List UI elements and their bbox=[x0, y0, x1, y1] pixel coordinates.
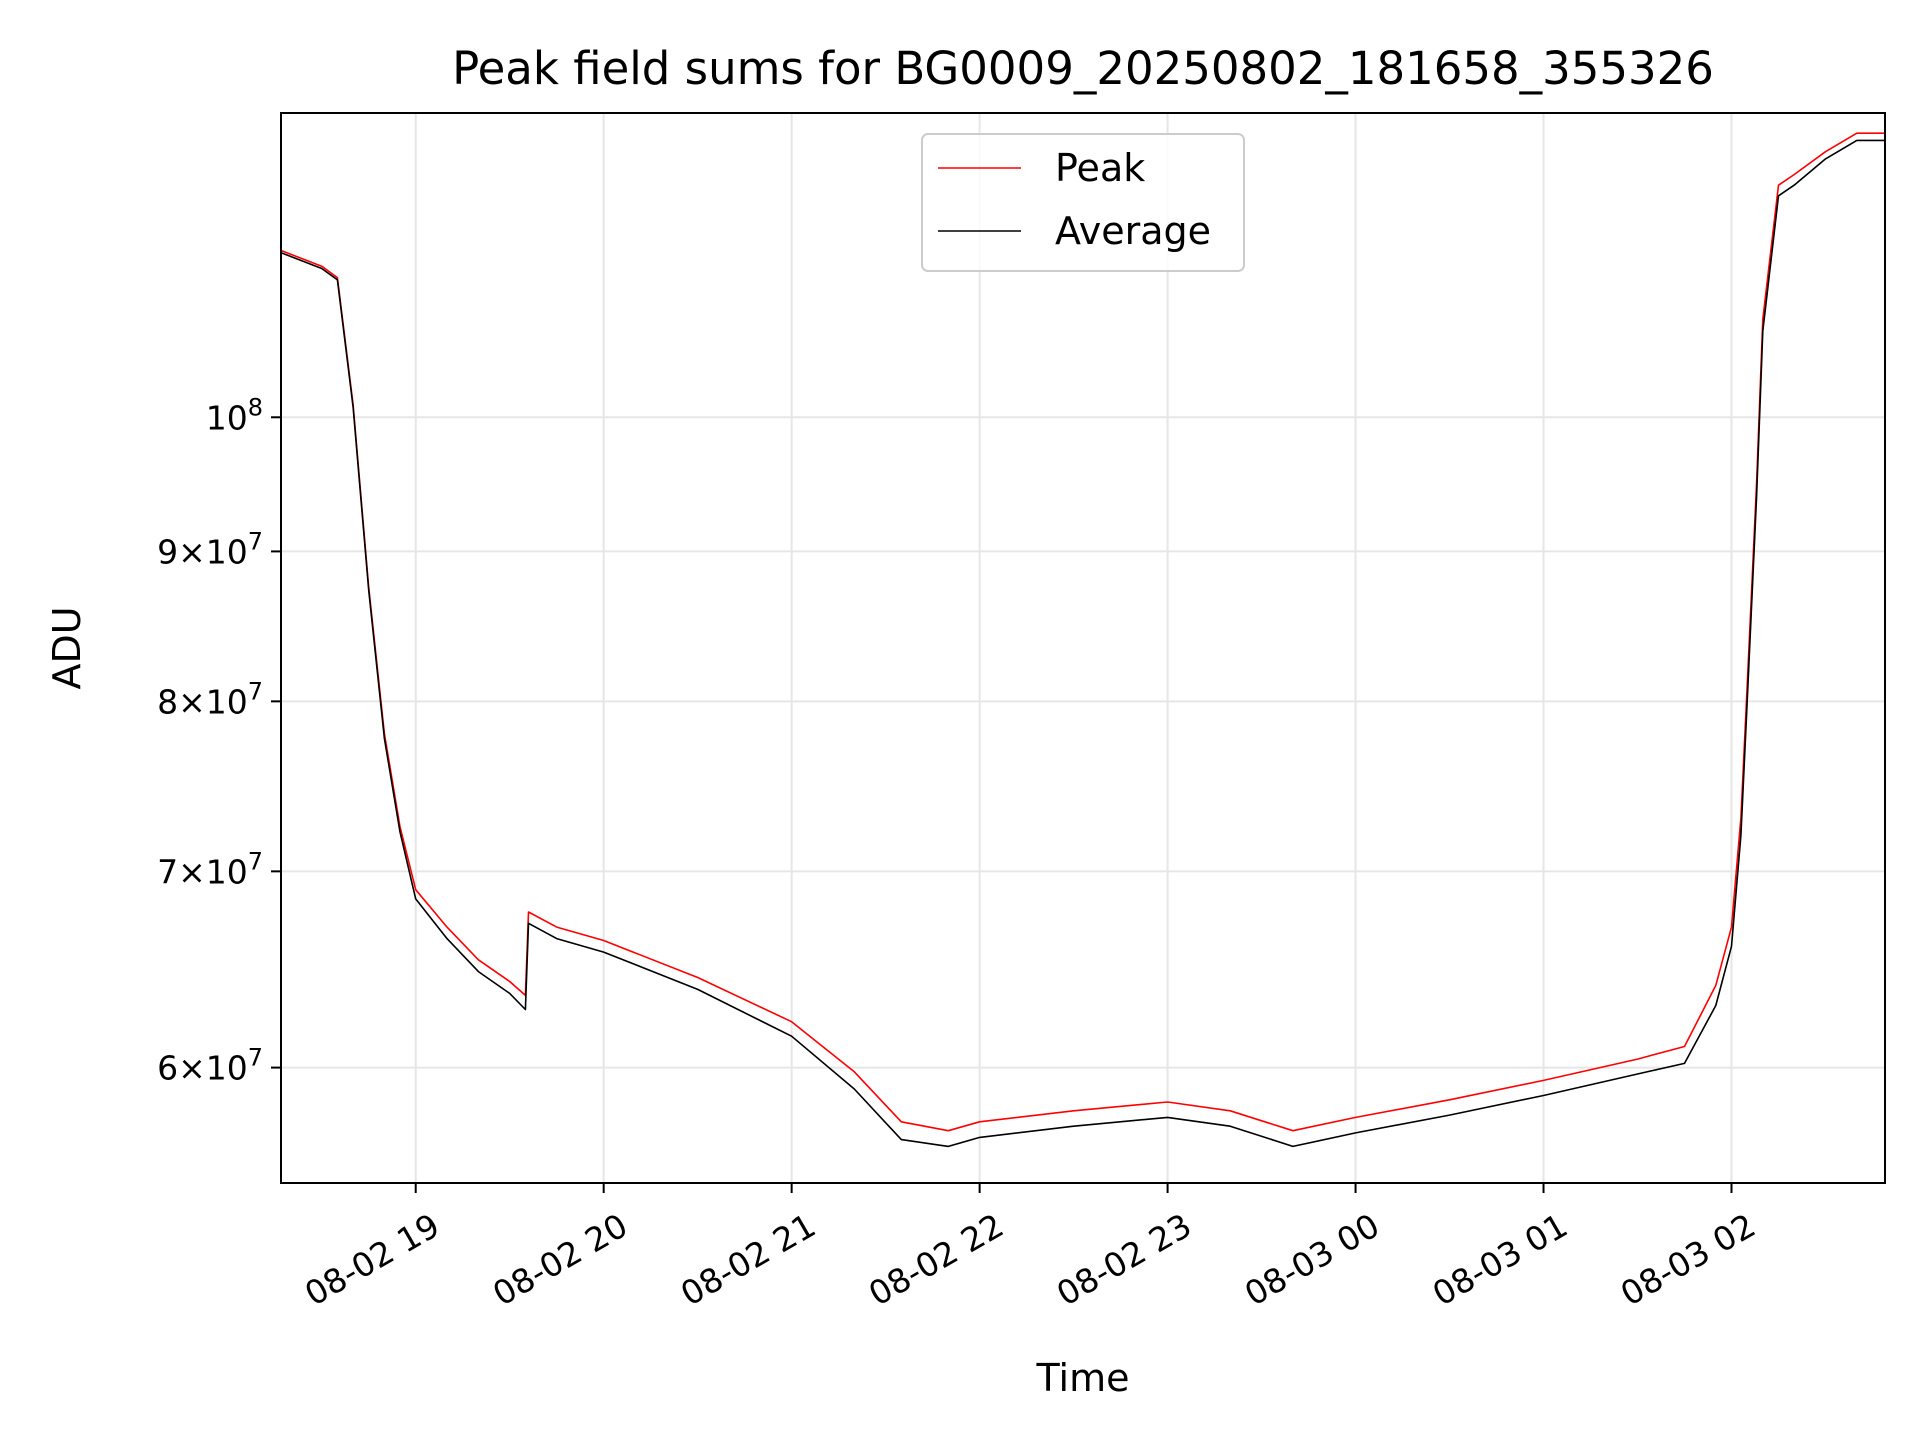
chart-title: Peak field sums for BG0009_20250802_1816… bbox=[452, 42, 1714, 95]
y-tick-base: 6×10 bbox=[157, 1049, 248, 1088]
y-tick-exponent: 8 bbox=[248, 393, 263, 421]
y-tick-base: 8×10 bbox=[157, 682, 248, 721]
y-tick-label: 9×107 bbox=[157, 527, 263, 571]
y-tick-exponent: 7 bbox=[248, 677, 263, 705]
y-tick-label: 108 bbox=[206, 393, 263, 437]
y-tick-label: 6×107 bbox=[157, 1044, 263, 1088]
x-axis-label: Time bbox=[1036, 1356, 1130, 1400]
y-tick-label: 8×107 bbox=[157, 677, 263, 721]
grid-lines bbox=[281, 113, 1885, 1183]
legend-label-average: Average bbox=[1055, 209, 1211, 253]
y-tick-base: 9×10 bbox=[157, 532, 248, 571]
y-tick-base: 10 bbox=[206, 398, 248, 437]
y-tick-exponent: 7 bbox=[248, 1044, 263, 1072]
y-axis-label: ADU bbox=[45, 606, 89, 689]
legend: Peak Average bbox=[921, 133, 1245, 272]
y-tick-label: 7×107 bbox=[157, 847, 263, 891]
y-tick-base: 7×10 bbox=[157, 852, 248, 891]
legend-label-peak: Peak bbox=[1055, 146, 1145, 190]
y-tick-exponent: 7 bbox=[248, 527, 263, 555]
y-tick-exponent: 7 bbox=[248, 847, 263, 875]
series-line-average bbox=[281, 139, 1885, 1148]
plot-area-frame bbox=[280, 112, 1886, 1184]
series-lines bbox=[281, 132, 1885, 1148]
